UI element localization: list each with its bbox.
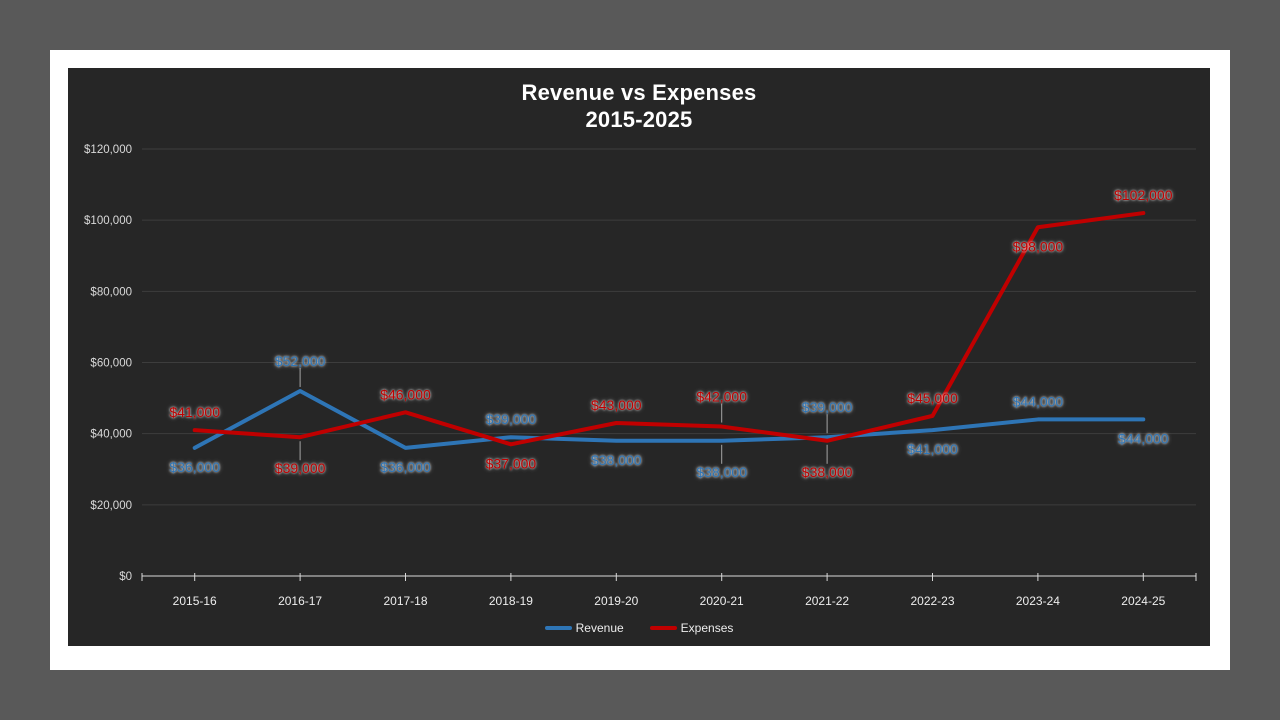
x-axis-label: 2017-18: [383, 594, 427, 608]
revenue-data-label: $39,000: [486, 411, 537, 427]
revenue-data-label: $52,000: [275, 353, 326, 369]
revenue-line-swatch: [544, 626, 572, 630]
x-axis-label: 2023-24: [1016, 594, 1060, 608]
y-axis-label: $20,000: [90, 500, 132, 512]
legend-label-revenue: Revenue: [575, 621, 624, 635]
expenses-line-swatch: [649, 626, 677, 630]
chart-title-line1: Revenue vs Expenses: [521, 80, 757, 105]
legend-label-expenses: Expenses: [680, 621, 734, 635]
y-axis-label: $120,000: [84, 144, 132, 156]
legend-item-expenses: Expenses: [649, 621, 734, 635]
x-axis-label: 2020-21: [700, 594, 744, 608]
plot-svg: $0 $20,000 $40,000 $60,000 $80,000 $100,000 $1…: [84, 144, 1197, 608]
x-axis-label: 2021-22: [805, 594, 849, 608]
expenses-data-label: $45,000: [907, 390, 958, 406]
y-axis-label: $100,000: [84, 215, 132, 227]
y-axis-label: $80,000: [90, 286, 132, 298]
revenue-line: [192, 388, 1146, 450]
revenue-data-label: $36,000: [169, 459, 220, 475]
revenue-data-label: $44,000: [1118, 430, 1169, 446]
x-axis-label: 2019-20: [594, 594, 638, 608]
x-axis-label: 2015-16: [173, 594, 217, 608]
revenue-data-label: $41,000: [907, 441, 958, 457]
x-axis-label: 2016-17: [278, 594, 322, 608]
expenses-data-label: $43,000: [591, 397, 642, 413]
y-axis-label: $60,000: [90, 358, 132, 370]
x-axis-label: 2024-25: [1121, 594, 1165, 608]
chart-title: Revenue vs Expenses 2015-2025: [68, 79, 1210, 133]
y-axis-label: $40,000: [90, 429, 132, 441]
revenue-data-label: $38,000: [696, 464, 747, 480]
chart-title-line2: 2015-2025: [585, 107, 693, 132]
expenses-line: [192, 211, 1146, 447]
chart-area: Revenue vs Expenses 2015-2025 $0 $20,000 $…: [68, 68, 1210, 646]
expenses-data-label: $41,000: [169, 404, 220, 420]
expenses-data-label: $37,000: [486, 455, 537, 471]
expenses-data-label: $98,000: [1013, 238, 1064, 254]
revenue-data-label: $44,000: [1013, 393, 1064, 409]
legend: Revenue Expenses: [68, 615, 1210, 641]
slide-canvas: Revenue vs Expenses 2015-2025 $0 $20,000 $…: [50, 50, 1230, 670]
x-axis-label: 2018-19: [489, 594, 533, 608]
expenses-data-label: $42,000: [696, 389, 747, 405]
expenses-data-label: $39,000: [275, 460, 326, 476]
revenue-data-label: $39,000: [802, 399, 853, 415]
revenue-data-label: $36,000: [380, 459, 431, 475]
legend-item-revenue: Revenue: [544, 621, 624, 635]
y-axis-label: $0: [119, 571, 132, 583]
expenses-data-label: $102,000: [1114, 187, 1173, 203]
revenue-data-label: $38,000: [591, 452, 642, 468]
expenses-data-label: $38,000: [802, 464, 853, 480]
x-axis-label: 2022-23: [910, 594, 954, 608]
expenses-data-label: $46,000: [380, 386, 431, 402]
